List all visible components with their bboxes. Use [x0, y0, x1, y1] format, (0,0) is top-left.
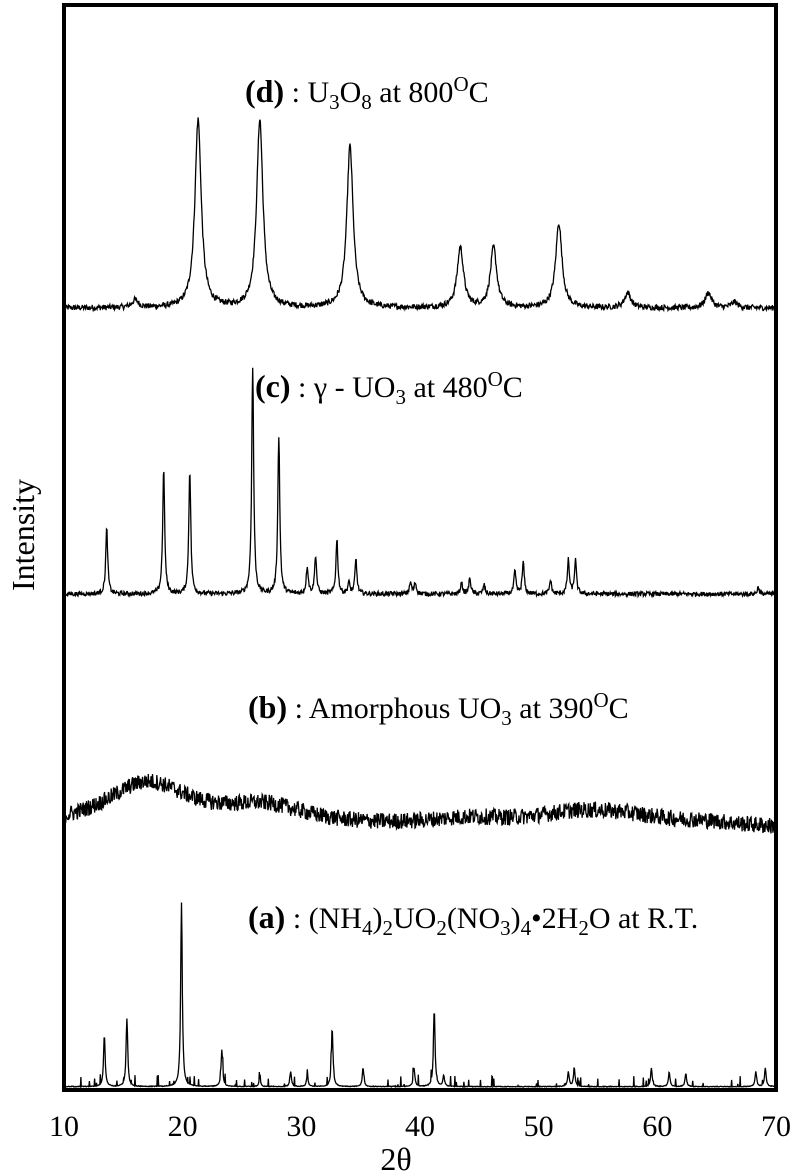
x-tick-label: 20 [168, 1110, 198, 1143]
y-axis-label: Intensity [5, 479, 41, 591]
x-tick-label: 30 [286, 1110, 316, 1143]
pattern-d-line [64, 117, 776, 313]
plot-frame [62, 3, 778, 1092]
pattern-b-line [64, 773, 776, 834]
x-tick-label: 50 [524, 1110, 554, 1143]
x-tick-label: 70 [761, 1110, 791, 1143]
pattern-c-line [64, 367, 776, 599]
x-tick-label: 60 [642, 1110, 672, 1143]
pattern-a-label: (a) : (NH4)2UO2(NO3)4•2H2O at R.T. [248, 899, 698, 940]
pattern-d-label: (d) : U3O8 at 800OC [245, 72, 489, 114]
pattern-c-label: (c) : γ - UO3 at 480OC [255, 367, 523, 409]
pattern-a-line [64, 902, 776, 1089]
pattern-b-label: (b) : Amorphous UO3 at 390OC [248, 688, 629, 730]
x-tick-label: 10 [49, 1110, 79, 1143]
x-tick-label: 40 [405, 1110, 435, 1143]
x-axis-label: 2θ [380, 1141, 411, 1176]
